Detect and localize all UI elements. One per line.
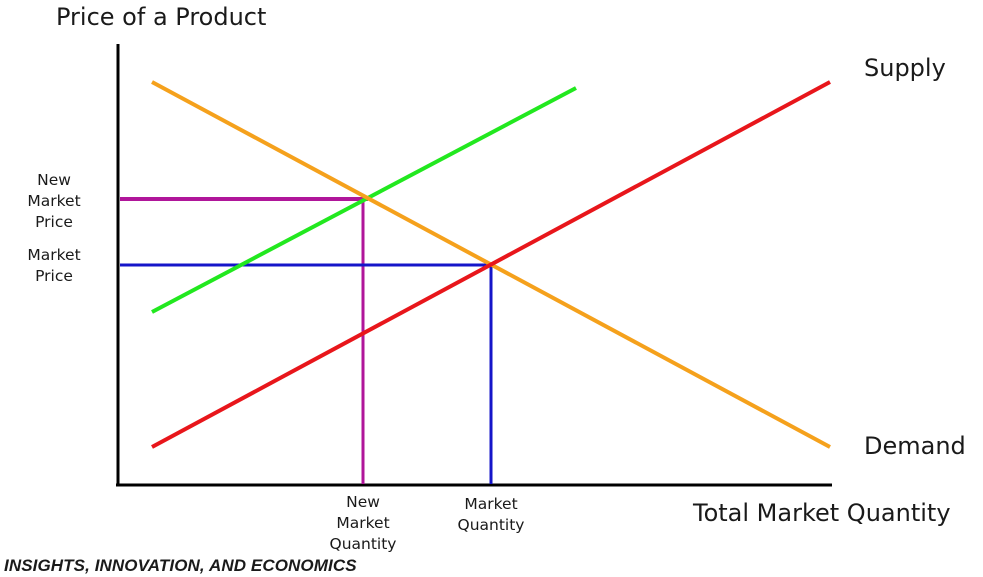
new-market-quantity-line-3: Quantity bbox=[329, 535, 397, 553]
new-market-price-line-3: Price bbox=[35, 213, 73, 231]
market-price-line-2: Price bbox=[35, 267, 73, 285]
demand-label: Demand bbox=[864, 432, 966, 460]
y-axis-label: Price of a Product bbox=[56, 3, 267, 31]
new-market-quantity-line-2: Market bbox=[336, 514, 390, 532]
market-quantity-label: Market Quantity bbox=[446, 494, 536, 536]
new-market-price-line-1: New bbox=[37, 171, 71, 189]
new-supply-curve bbox=[151, 86, 577, 314]
supply-curve bbox=[151, 80, 831, 449]
new-market-quantity-line-1: New bbox=[346, 493, 380, 511]
new-market-price-line-2: Market bbox=[27, 192, 81, 210]
market-price-line-1: Market bbox=[27, 246, 81, 264]
new-market-quantity-label: New Market Quantity bbox=[318, 492, 408, 555]
x-axis-label: Total Market Quantity bbox=[693, 499, 951, 527]
supply-label: Supply bbox=[864, 54, 946, 82]
market-price-label: Market Price bbox=[14, 245, 94, 287]
footer-text: INSIGHTS, INNOVATION, AND ECONOMICS bbox=[4, 556, 357, 575]
market-quantity-line-1: Market bbox=[464, 495, 518, 513]
market-quantity-line-2: Quantity bbox=[457, 516, 525, 534]
new-market-price-label: New Market Price bbox=[14, 170, 94, 233]
